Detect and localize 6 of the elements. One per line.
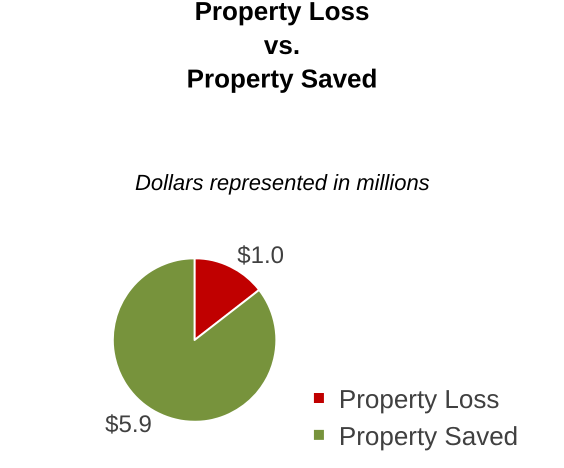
data-label: $1.0 (237, 242, 284, 270)
data-label: $5.9 (105, 410, 152, 438)
legend-label: Property Loss (338, 384, 500, 414)
legend-label: Property Saved (338, 420, 518, 451)
chart-subtitle: Dollars represented in millions (135, 170, 430, 195)
chart-title: Property Loss vs. Property Saved (186, 0, 378, 94)
